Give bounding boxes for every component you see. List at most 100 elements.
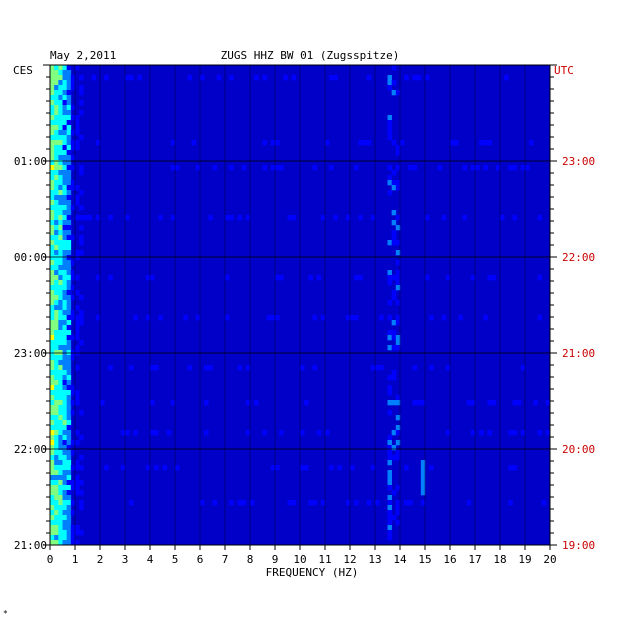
spectrogram-cell <box>66 330 72 336</box>
spectrogram-cell <box>54 195 59 201</box>
spectrogram-cell <box>58 265 63 271</box>
spectrogram-cell <box>50 335 55 341</box>
spectrogram-cell <box>66 105 72 111</box>
spectrogram-cell <box>62 515 67 521</box>
spectrogram-cell <box>491 275 497 281</box>
spectrogram-cell <box>75 335 80 341</box>
spectrogram-cell <box>391 370 397 376</box>
spectrogram-cell <box>50 450 55 456</box>
spectrogram-cell <box>58 250 63 256</box>
spectrogram-cell <box>387 440 392 446</box>
spectrogram-cell <box>195 315 201 321</box>
spectrogram-cell <box>366 500 372 506</box>
spectrogram-cell <box>441 215 447 221</box>
spectrogram-cell <box>75 530 80 536</box>
x-tick-label: 20 <box>543 553 556 566</box>
spectrogram-cell <box>54 180 59 186</box>
spectrogram-cell <box>62 235 67 241</box>
spectrogram-cell <box>387 270 392 276</box>
spectrogram-cell <box>54 100 59 106</box>
spectrogram-cell <box>512 400 517 406</box>
spectrogram-cell <box>487 140 492 146</box>
spectrogram-cell <box>62 230 67 236</box>
spectrogram-cell <box>420 400 426 406</box>
spectrogram-cell <box>375 500 380 506</box>
spectrogram-cell <box>366 75 372 81</box>
spectrogram-cell <box>50 165 55 171</box>
spectrogram-cell <box>66 390 72 396</box>
spectrogram-cell <box>66 170 72 176</box>
spectrogram-cell <box>50 265 55 271</box>
spectrogram-cell <box>333 75 338 81</box>
spectrogram-cell <box>208 365 213 371</box>
spectrogram-cell <box>54 130 59 136</box>
spectrogram-cell <box>66 250 72 256</box>
spectrogram-cell <box>445 275 451 281</box>
spectrogram-cell <box>337 465 342 471</box>
spectrogram-cell <box>62 445 67 451</box>
spectrogram-cell <box>212 165 217 171</box>
spectrogram-cell <box>54 530 59 536</box>
spectrogram-cell <box>66 540 72 546</box>
spectrogram-cell <box>125 75 130 81</box>
spectrogram-cell <box>58 320 63 326</box>
spectrogram-cell <box>441 315 447 321</box>
spectrogram-cell <box>320 315 326 321</box>
spectrogram-cell <box>79 85 84 91</box>
spectrogram-cell <box>395 395 401 401</box>
spectrogram-cell <box>54 320 59 326</box>
spectrogram-cell <box>75 460 80 466</box>
spectrogram-cell <box>445 430 451 436</box>
spectrogram-cell <box>75 65 80 71</box>
spectrogram-cell <box>58 165 63 171</box>
spectrogram-cell <box>62 385 67 391</box>
spectrogram-cell <box>483 315 488 321</box>
spectrogram-cell <box>375 365 380 371</box>
spectrogram-cell <box>358 215 363 221</box>
spectrogram-cell <box>62 510 67 516</box>
spectrogram-cell <box>54 135 59 141</box>
spectrogram-cell <box>75 140 80 146</box>
spectrogram-cell <box>50 475 55 481</box>
spectrogram-cell <box>508 430 513 436</box>
spectrogram-cell <box>54 115 59 121</box>
spectrogram-cell <box>70 80 76 86</box>
spectrogram-cell <box>58 485 63 491</box>
y-tick-label-right: 22:00 <box>562 251 595 264</box>
spectrogram-cell <box>62 205 67 211</box>
x-tick-label: 12 <box>343 553 356 566</box>
spectrogram-cell <box>62 100 67 106</box>
spectrogram-cell <box>54 295 59 301</box>
spectrogram-cell <box>50 200 55 206</box>
spectrogram-cell <box>241 500 247 506</box>
spectrogram-cell <box>62 270 67 276</box>
y-tick-label-right: 23:00 <box>562 155 595 168</box>
spectrogram-cell <box>387 530 392 536</box>
spectrogram-cell <box>166 430 172 436</box>
spectrogram-cell <box>387 120 392 126</box>
spectrogram-cell <box>62 400 67 406</box>
spectrogram-cell <box>75 130 80 136</box>
spectrogram-cell <box>75 475 80 481</box>
spectrogram-cell <box>66 360 72 366</box>
spectrogram-cell <box>54 230 59 236</box>
spectrogram-cell <box>225 275 230 281</box>
spectrogram-cell <box>395 165 401 171</box>
spectrogram-cell <box>54 455 59 461</box>
spectrogram-cell <box>387 300 392 306</box>
spectrogram-cell <box>54 535 59 541</box>
spectrogram-cell <box>58 130 63 136</box>
spectrogram-cell <box>70 155 76 161</box>
spectrogram-cell <box>58 140 63 146</box>
spectrogram-cell <box>62 155 67 161</box>
spectrogram-cell <box>512 430 517 436</box>
spectrogram-cell <box>470 275 476 281</box>
spectrogram-cell <box>58 465 63 471</box>
spectrogram-cell <box>54 360 59 366</box>
spectrogram-cell <box>54 385 59 391</box>
spectrogram-cell <box>487 430 492 436</box>
spectrogram-cell <box>54 205 59 211</box>
spectrogram-cell <box>66 240 72 246</box>
spectrogram-cell <box>62 195 67 201</box>
